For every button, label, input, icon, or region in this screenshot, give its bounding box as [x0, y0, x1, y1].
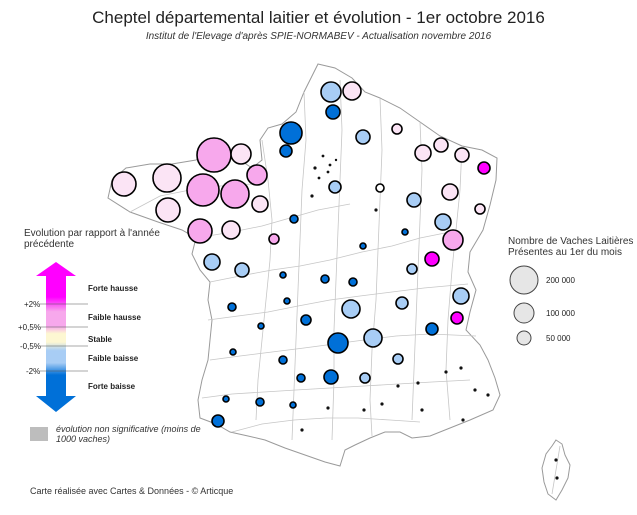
dept-circle [424, 251, 440, 267]
dept-circle [289, 401, 297, 409]
dept-circle [348, 277, 358, 287]
category-forte-baisse: Forte baisse [88, 382, 136, 391]
map-title: Cheptel départemental laitier et évoluti… [92, 8, 545, 27]
dept-circle [222, 395, 230, 403]
dept-circle [283, 297, 291, 305]
dept-circle [187, 218, 213, 244]
dept-circle [229, 348, 237, 356]
dept-circle [289, 214, 299, 224]
dept-circle [392, 353, 404, 365]
dept-circle [359, 372, 371, 384]
dept-circle [279, 271, 287, 279]
size-circle-100000 [513, 302, 535, 324]
dept-circle [375, 183, 385, 193]
dept-circle [452, 287, 470, 305]
dept-circle [278, 355, 288, 365]
dept-circle [406, 192, 422, 208]
nonsignificant-label: évolution non significative (moins de 10… [56, 424, 201, 444]
dept-circle [406, 263, 418, 275]
dept-circle [111, 171, 137, 197]
dept-circle [327, 332, 349, 354]
dept-circle [257, 322, 265, 330]
dept-circle [342, 81, 362, 101]
evolution-legend-heading: Evolution par rapport à l'année précéden… [24, 228, 160, 250]
dept-circle [355, 129, 371, 145]
dept-circle [328, 180, 342, 194]
dept-circle [227, 302, 237, 312]
map-subtitle: Institut de l'Elevage d'après SPIE-NORMA… [145, 31, 492, 42]
dept-circle [359, 242, 367, 250]
dept-circle [341, 299, 361, 319]
dept-circle [433, 137, 449, 153]
category-faible-baisse: Faible baisse [88, 354, 139, 363]
dept-circle [320, 274, 330, 284]
dept-circle [230, 143, 252, 165]
dept-circle [221, 220, 241, 240]
threshold-minus-2: -2% [26, 367, 41, 376]
dept-circle [186, 173, 220, 207]
category-forte-hausse: Forte hausse [88, 284, 138, 293]
dept-circle [395, 296, 409, 310]
dept-circle [196, 137, 232, 173]
dept-circle [474, 203, 486, 215]
size-legend-circles [509, 265, 539, 346]
size-label-100000: 100 000 [546, 309, 575, 318]
dept-circle [152, 163, 182, 193]
dept-circle [401, 228, 409, 236]
dept-circle [454, 147, 470, 163]
category-faible-hausse: Faible hausse [88, 313, 141, 322]
dept-circle [246, 164, 268, 186]
dept-circle [323, 369, 339, 385]
dept-circle [434, 213, 452, 231]
category-stable: Stable [88, 335, 113, 344]
department-circles [111, 81, 491, 428]
dept-circle [325, 104, 341, 120]
dept-circle [296, 373, 306, 383]
dept-circle [255, 397, 265, 407]
dept-circle [268, 233, 280, 245]
dept-circle [441, 183, 459, 201]
dept-circle [363, 328, 383, 348]
dept-circle [251, 195, 269, 213]
size-circle-200000 [509, 265, 539, 295]
dept-circle [279, 144, 293, 158]
nonsignificant-swatch [30, 427, 48, 441]
credit-text: Carte réalisée avec Cartes & Données - ©… [30, 486, 234, 496]
dept-circle [234, 262, 250, 278]
size-legend-heading: Nombre de Vaches Laitières Présentes au … [508, 236, 634, 258]
size-label-200000: 200 000 [546, 276, 575, 285]
size-circle-50000 [516, 330, 532, 346]
threshold-plus-0-5: +0,5% [18, 323, 41, 332]
dept-circle [450, 311, 464, 325]
dept-circle [155, 197, 181, 223]
dept-circle [279, 121, 303, 145]
dept-circle [211, 414, 225, 428]
dept-circle [425, 322, 439, 336]
small-dept-dots [300, 154, 559, 480]
threshold-minus-0-5: -0,5% [20, 342, 41, 351]
dept-circle [320, 81, 342, 103]
dept-circle [414, 144, 432, 162]
dept-circle [300, 314, 312, 326]
threshold-plus-2: +2% [24, 300, 41, 309]
size-label-50000: 50 000 [546, 334, 571, 343]
dept-circle [477, 161, 491, 175]
evolution-arrow [36, 262, 88, 412]
dept-circle [442, 229, 464, 251]
dept-circle [220, 179, 250, 209]
dept-circle [391, 123, 403, 135]
dept-circle [203, 253, 221, 271]
